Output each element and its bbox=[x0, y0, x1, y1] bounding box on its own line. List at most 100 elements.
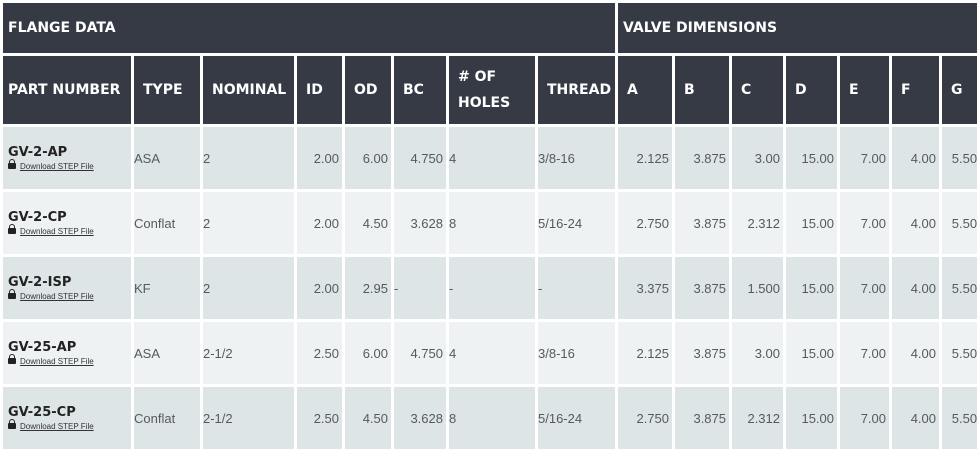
c-cell: 2.312 bbox=[729, 384, 787, 452]
col-header-bc: BC bbox=[391, 53, 449, 127]
part-number: GV-25-CP bbox=[8, 405, 76, 420]
thread-cell: - bbox=[534, 254, 619, 322]
holes-cell: - bbox=[446, 254, 538, 322]
part-number-cell: GV-2-ISP Download STEP File bbox=[0, 254, 134, 322]
col-header-type: TYPE bbox=[131, 53, 203, 127]
bc-cell: 3.628 bbox=[391, 384, 449, 452]
f-cell: 4.00 bbox=[889, 189, 943, 257]
id-cell: 2.00 bbox=[294, 189, 345, 257]
g-cell: 5.50 bbox=[939, 124, 977, 192]
e-cell: 7.00 bbox=[837, 124, 893, 192]
download-step-link[interactable]: Download STEP File bbox=[20, 292, 94, 301]
od-cell: 2.95 bbox=[342, 254, 394, 322]
g-cell: 5.50 bbox=[939, 319, 977, 387]
col-header-od: OD bbox=[342, 53, 394, 127]
lock-icon bbox=[8, 289, 16, 299]
col-header-f: F bbox=[889, 53, 943, 127]
lock-icon bbox=[8, 224, 16, 234]
part-number-cell: GV-25-CP Download STEP File bbox=[0, 384, 134, 452]
part-number-cell: GV-25-AP Download STEP File bbox=[0, 319, 134, 387]
id-cell: 2.50 bbox=[294, 384, 345, 452]
download-step-file[interactable]: Download STEP File bbox=[8, 289, 130, 301]
part-number: GV-2-AP bbox=[8, 145, 68, 160]
od-cell: 6.00 bbox=[342, 319, 394, 387]
thread-cell: 3/8-16 bbox=[534, 319, 619, 387]
lock-icon bbox=[8, 354, 16, 364]
part-number-cell: GV-2-AP Download STEP File bbox=[0, 124, 134, 192]
part-number: GV-25-AP bbox=[8, 340, 77, 355]
od-cell: 4.50 bbox=[342, 189, 394, 257]
nominal-cell: 2 bbox=[200, 254, 297, 322]
group-header-flange-data: FLANGE DATA bbox=[0, 0, 619, 56]
nominal-cell: 2 bbox=[200, 189, 297, 257]
f-cell: 4.00 bbox=[889, 384, 943, 452]
f-cell: 4.00 bbox=[889, 124, 943, 192]
download-step-link[interactable]: Download STEP File bbox=[20, 227, 94, 236]
table-row: GV-25-CP Download STEP File Conflat 2-1/… bbox=[0, 384, 977, 452]
download-step-file[interactable]: Download STEP File bbox=[8, 224, 130, 236]
bc-cell: 4.750 bbox=[391, 319, 449, 387]
group-header-valve-dimensions: VALVE DIMENSIONS bbox=[615, 0, 977, 56]
b-cell: 3.875 bbox=[672, 254, 733, 322]
download-step-file[interactable]: Download STEP File bbox=[8, 159, 130, 171]
bc-cell: 4.750 bbox=[391, 124, 449, 192]
c-cell: 2.312 bbox=[729, 189, 787, 257]
id-cell: 2.50 bbox=[294, 319, 345, 387]
g-cell: 5.50 bbox=[939, 189, 977, 257]
download-step-link[interactable]: Download STEP File bbox=[20, 162, 94, 171]
col-header-id: ID bbox=[294, 53, 345, 127]
download-step-file[interactable]: Download STEP File bbox=[8, 419, 130, 431]
e-cell: 7.00 bbox=[837, 254, 893, 322]
e-cell: 7.00 bbox=[837, 384, 893, 452]
type-cell: ASA bbox=[131, 124, 203, 192]
holes-cell: 4 bbox=[446, 319, 538, 387]
thread-cell: 5/16-24 bbox=[534, 384, 619, 452]
col-header-part-number: PART NUMBER bbox=[0, 53, 134, 127]
f-cell: 4.00 bbox=[889, 254, 943, 322]
bc-cell: 3.628 bbox=[391, 189, 449, 257]
nominal-cell: 2 bbox=[200, 124, 297, 192]
b-cell: 3.875 bbox=[672, 124, 733, 192]
type-cell: KF bbox=[131, 254, 203, 322]
e-cell: 7.00 bbox=[837, 189, 893, 257]
col-header-nominal: NOMINAL bbox=[200, 53, 297, 127]
g-cell: 5.50 bbox=[939, 384, 977, 452]
c-cell: 3.00 bbox=[729, 319, 787, 387]
nominal-cell: 2-1/2 bbox=[200, 384, 297, 452]
holes-cell: 8 bbox=[446, 384, 538, 452]
a-cell: 2.125 bbox=[615, 319, 676, 387]
table-row: GV-2-CP Download STEP File Conflat 2 2.0… bbox=[0, 189, 977, 257]
lock-icon bbox=[8, 419, 16, 429]
a-cell: 2.750 bbox=[615, 384, 676, 452]
a-cell: 2.125 bbox=[615, 124, 676, 192]
col-header-a: A bbox=[615, 53, 676, 127]
d-cell: 15.00 bbox=[783, 254, 841, 322]
part-number: GV-2-CP bbox=[8, 210, 67, 225]
download-step-file[interactable]: Download STEP File bbox=[8, 354, 130, 366]
col-header-d: D bbox=[783, 53, 841, 127]
lock-icon bbox=[8, 159, 16, 169]
d-cell: 15.00 bbox=[783, 319, 841, 387]
e-cell: 7.00 bbox=[837, 319, 893, 387]
f-cell: 4.00 bbox=[889, 319, 943, 387]
thread-cell: 5/16-24 bbox=[534, 189, 619, 257]
part-number-cell: GV-2-CP Download STEP File bbox=[0, 189, 134, 257]
b-cell: 3.875 bbox=[672, 189, 733, 257]
d-cell: 15.00 bbox=[783, 124, 841, 192]
bc-cell: - bbox=[391, 254, 449, 322]
type-cell: Conflat bbox=[131, 189, 203, 257]
d-cell: 15.00 bbox=[783, 384, 841, 452]
col-header-holes: # OF HOLES bbox=[446, 53, 538, 127]
nominal-cell: 2-1/2 bbox=[200, 319, 297, 387]
g-cell: 5.50 bbox=[939, 254, 977, 322]
download-step-link[interactable]: Download STEP File bbox=[20, 357, 94, 366]
od-cell: 4.50 bbox=[342, 384, 394, 452]
b-cell: 3.875 bbox=[672, 319, 733, 387]
part-number: GV-2-ISP bbox=[8, 275, 72, 290]
c-cell: 3.00 bbox=[729, 124, 787, 192]
download-step-link[interactable]: Download STEP File bbox=[20, 422, 94, 431]
table-row: GV-2-AP Download STEP File ASA 2 2.00 6.… bbox=[0, 124, 977, 192]
thread-cell: 3/8-16 bbox=[534, 124, 619, 192]
a-cell: 3.375 bbox=[615, 254, 676, 322]
